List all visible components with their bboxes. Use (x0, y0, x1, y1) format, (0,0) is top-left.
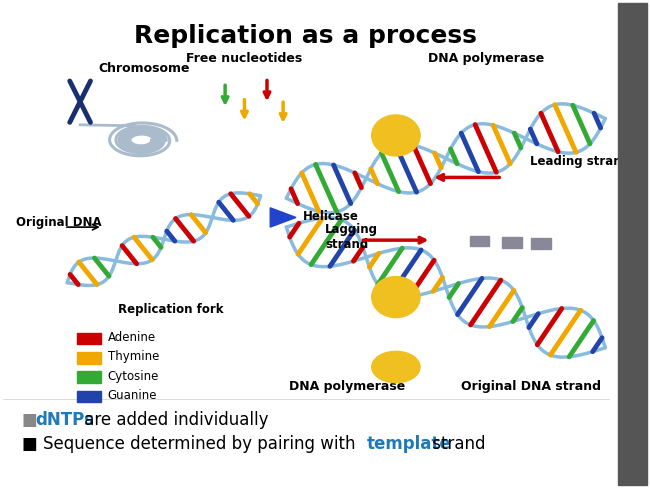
Text: Original DNA: Original DNA (16, 216, 101, 229)
FancyBboxPatch shape (531, 238, 551, 249)
Bar (77, 352, 101, 364)
Text: Replication fork: Replication fork (118, 303, 223, 316)
Ellipse shape (372, 351, 420, 383)
Text: dNTPs: dNTPs (35, 411, 94, 429)
Ellipse shape (372, 277, 420, 318)
Text: Original DNA strand: Original DNA strand (462, 380, 601, 393)
Text: DNA polymerase: DNA polymerase (289, 380, 406, 393)
Ellipse shape (372, 115, 420, 156)
Text: Helicase: Helicase (302, 209, 358, 223)
Text: are added individually: are added individually (79, 411, 268, 429)
Bar (77, 391, 101, 402)
Text: Guanine: Guanine (108, 389, 157, 402)
Text: Replication as a process: Replication as a process (135, 24, 477, 48)
Bar (77, 371, 101, 383)
Text: Leading strand: Leading strand (530, 156, 630, 168)
Text: Chromosome: Chromosome (98, 62, 190, 75)
Bar (77, 333, 101, 345)
FancyBboxPatch shape (470, 236, 489, 246)
Text: Free nucleotides: Free nucleotides (187, 52, 302, 65)
Text: DNA polymerase: DNA polymerase (428, 52, 544, 65)
Text: Thymine: Thymine (108, 350, 159, 364)
Text: ■ Sequence determined by pairing with: ■ Sequence determined by pairing with (22, 435, 361, 453)
Text: template: template (367, 435, 452, 453)
Text: Adenine: Adenine (108, 331, 156, 344)
Text: Lagging
strand: Lagging strand (325, 223, 378, 251)
Text: ■: ■ (22, 411, 43, 429)
Bar (618, 3, 647, 485)
Text: Cytosine: Cytosine (108, 370, 159, 383)
Polygon shape (270, 208, 296, 227)
Text: strand: strand (428, 435, 486, 453)
FancyBboxPatch shape (502, 237, 521, 248)
